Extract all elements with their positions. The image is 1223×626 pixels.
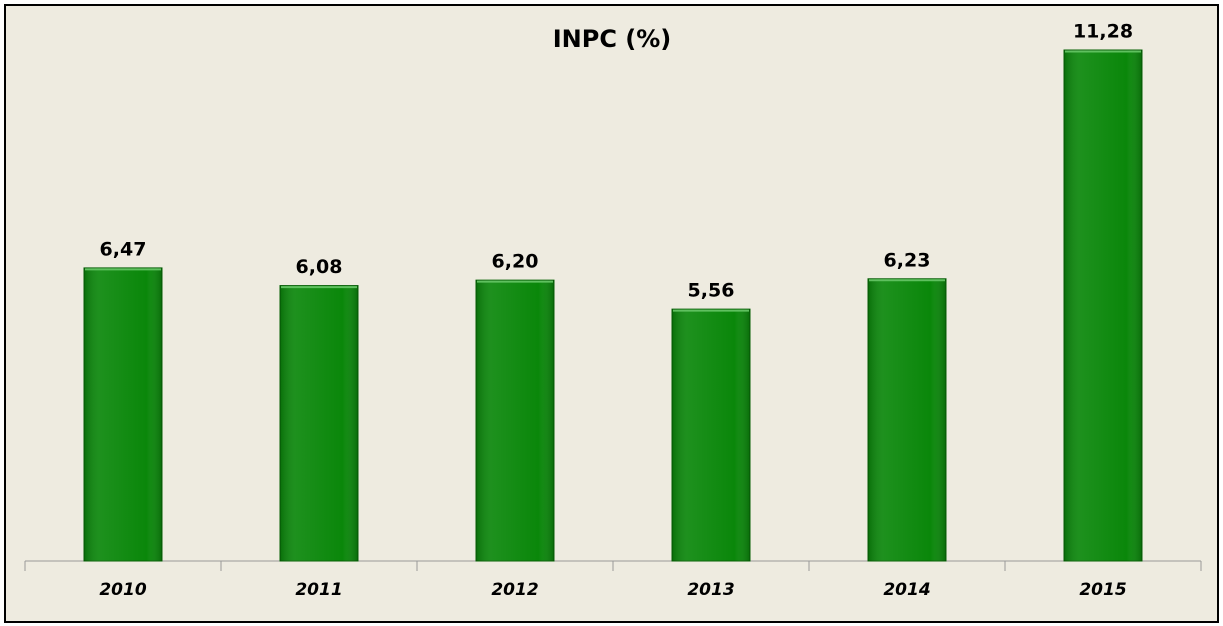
value-label: 6,08 [296,256,343,278]
x-tick-label: 2014 [883,580,930,600]
x-tick-label: 2011 [295,580,342,600]
bar-shade [672,309,750,561]
bar-shade [84,267,162,561]
bar-shade [868,278,946,561]
value-label: 6,47 [100,238,147,260]
bar-shade [280,285,358,561]
value-label: 11,28 [1073,21,1133,43]
value-label: 6,23 [884,249,931,271]
chart-title: INPC (%) [553,25,672,53]
bar-shade [1064,50,1142,561]
x-tick-label: 2015 [1079,580,1126,600]
bar-shade [476,280,554,561]
x-tick-label: 2012 [491,580,538,600]
value-label: 6,20 [492,251,539,273]
value-label: 5,56 [688,280,735,302]
chart-frame [4,4,1219,623]
x-tick-label: 2010 [99,580,146,600]
x-tick-label: 2013 [687,580,734,600]
